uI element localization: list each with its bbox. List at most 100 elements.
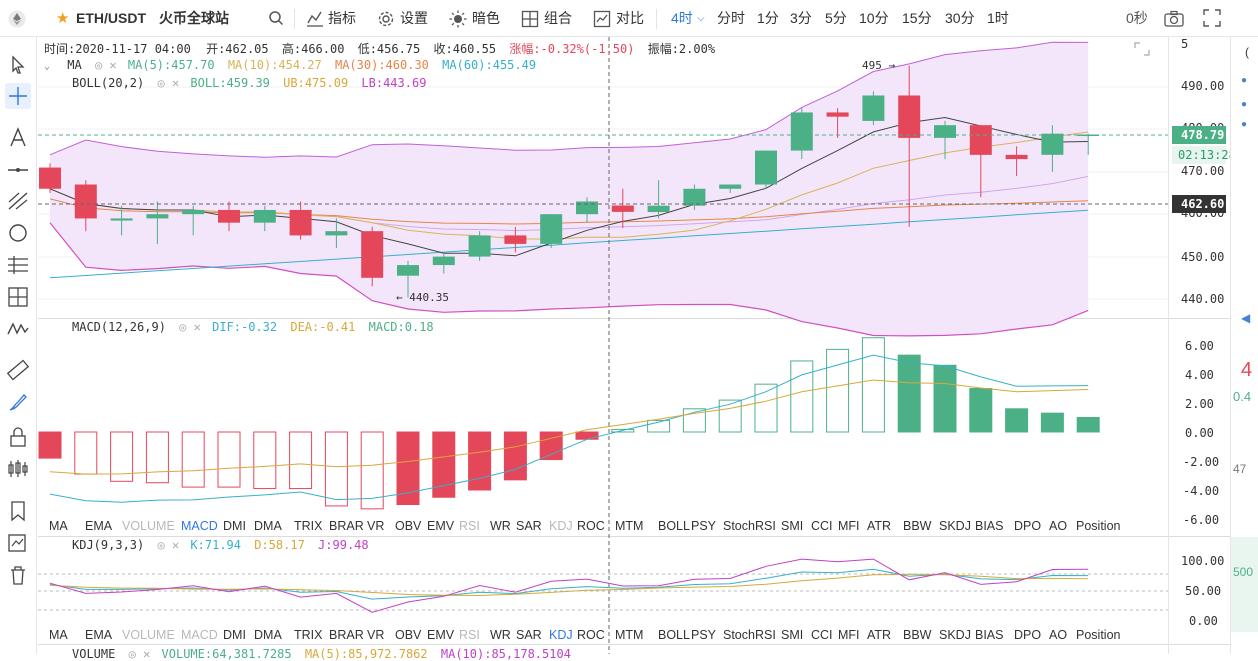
close-icon[interactable]: ✕ — [171, 76, 180, 90]
indicator-tab-boll[interactable]: BOLL — [658, 628, 690, 642]
indicator-tab-ma[interactable]: MA — [49, 628, 68, 642]
indicator-tab-vr[interactable]: VR — [367, 519, 385, 533]
interval-15m[interactable]: 15分 — [902, 10, 932, 26]
horizontal-line-icon[interactable] — [5, 157, 31, 183]
indicator-tab-wr[interactable]: WR — [490, 519, 511, 533]
bookmark-icon[interactable] — [5, 498, 31, 524]
chart-settings-icon[interactable] — [5, 530, 31, 556]
trend-line-icon[interactable] — [5, 188, 31, 214]
indicator-tab-dma[interactable]: DMA — [254, 519, 282, 533]
crosshair-icon[interactable] — [5, 83, 31, 109]
indicator-tab-smi[interactable]: SMI — [781, 628, 804, 642]
interval-timeline[interactable]: 分时 — [717, 10, 745, 26]
collapse-chevron-icon[interactable]: ⌄ — [44, 61, 51, 72]
indicator-tab-ema[interactable]: EMA — [85, 628, 113, 642]
indicator-tab-ao[interactable]: AO — [1049, 519, 1068, 533]
indicator-tab-ma[interactable]: MA — [49, 519, 68, 533]
indicator-tab-mfi[interactable]: MFI — [838, 519, 860, 533]
indicators-icon[interactable] — [306, 10, 324, 28]
symbol-name[interactable]: ETH/USDT — [76, 10, 146, 26]
interval-5m[interactable]: 5分 — [825, 10, 847, 26]
indicator-tab-mtm[interactable]: MTM — [615, 628, 644, 642]
indicators-button[interactable]: 指标 — [328, 10, 356, 26]
indicator-tab-obv[interactable]: OBV — [395, 628, 422, 642]
indicator-tab-bias[interactable]: BIAS — [975, 628, 1004, 642]
wave-pattern-icon[interactable] — [5, 316, 31, 342]
search-icon[interactable] — [268, 10, 284, 28]
fullscreen-icon[interactable] — [1203, 9, 1221, 29]
interval-active[interactable]: 4时 — [671, 10, 693, 26]
candles-toggle-icon[interactable] — [5, 456, 31, 482]
indicator-tab-position[interactable]: Position — [1076, 628, 1121, 642]
indicator-tab-mtm[interactable]: MTM — [615, 519, 644, 533]
indicator-tab-roc[interactable]: ROC — [577, 519, 605, 533]
indicator-tab-stochrsi[interactable]: StochRSI — [723, 628, 776, 642]
indicator-tab-boll[interactable]: BOLL — [658, 519, 690, 533]
brush-pen-icon[interactable] — [5, 390, 31, 416]
interval-10m[interactable]: 10分 — [859, 10, 889, 26]
indicator-tab-volume[interactable]: VOLUME — [122, 519, 175, 533]
indicator-tab-mfi[interactable]: MFI — [838, 628, 860, 642]
indicator-tab-dpo[interactable]: DPO — [1014, 519, 1042, 533]
eye-icon[interactable]: ◎ — [94, 58, 103, 72]
ruler-icon[interactable] — [5, 357, 31, 383]
indicator-tab-vr[interactable]: VR — [367, 628, 385, 642]
indicator-tab-kdj[interactable]: KDJ — [549, 628, 573, 642]
indicator-tab-dmi[interactable]: DMI — [223, 519, 246, 533]
grid-rect-icon[interactable] — [5, 284, 31, 310]
indicator-tab-volume[interactable]: VOLUME — [122, 628, 175, 642]
indicator-tab-macd[interactable]: MACD — [181, 519, 218, 533]
indicator-tab-ema[interactable]: EMA — [85, 519, 113, 533]
interval-3m[interactable]: 3分 — [790, 10, 812, 26]
close-icon[interactable]: ✕ — [143, 647, 151, 661]
interval-1m[interactable]: 1分 — [757, 10, 779, 26]
indicator-tab-cci[interactable]: CCI — [811, 519, 833, 533]
indicator-tab-position[interactable]: Position — [1076, 519, 1121, 533]
settings-button[interactable]: 设置 — [400, 10, 428, 26]
indicator-tab-brar[interactable]: BRAR — [329, 519, 364, 533]
indicator-tab-bbw[interactable]: BBW — [903, 519, 932, 533]
indicator-tab-trix[interactable]: TRIX — [294, 519, 323, 533]
indicator-tab-atr[interactable]: ATR — [867, 628, 892, 642]
settings-gear-icon[interactable] — [377, 10, 395, 28]
indicator-tab-dma[interactable]: DMA — [254, 628, 282, 642]
indicator-tab-stochrsi[interactable]: StochRSI — [723, 519, 776, 533]
indicator-tab-emv[interactable]: EMV — [427, 519, 455, 533]
chart-area[interactable]: 495 → ← 440.35 5 490.00 480.00 470.00 46… — [38, 37, 1230, 654]
indicator-tab-rsi[interactable]: RSI — [459, 519, 480, 533]
indicator-tab-psy[interactable]: PSY — [691, 519, 717, 533]
favorite-star-icon[interactable]: ★ — [56, 10, 70, 27]
interval-30m[interactable]: 30分 — [945, 10, 975, 26]
indicator-tab-smi[interactable]: SMI — [781, 519, 804, 533]
interval-1h[interactable]: 1时 — [987, 10, 1009, 26]
exchange-name[interactable]: 火币全球站 — [159, 10, 229, 26]
screenshot-camera-icon[interactable] — [1164, 10, 1184, 28]
indicator-tab-dpo[interactable]: DPO — [1014, 628, 1042, 642]
indicator-tab-sar[interactable]: SAR — [516, 628, 542, 642]
layout-button[interactable]: 组合 — [544, 10, 572, 26]
parallel-lines-icon[interactable] — [5, 252, 31, 278]
indicator-tab-psy[interactable]: PSY — [691, 628, 717, 642]
indicator-tab-trix[interactable]: TRIX — [294, 628, 323, 642]
text-tool-icon[interactable] — [5, 125, 31, 151]
close-icon[interactable]: ✕ — [193, 320, 201, 334]
theme-sun-icon[interactable] — [449, 10, 467, 28]
trash-delete-icon[interactable] — [5, 562, 31, 588]
indicator-tab-skdj[interactable]: SKDJ — [939, 628, 971, 642]
layout-grid-icon[interactable] — [521, 10, 539, 28]
indicator-tab-bbw[interactable]: BBW — [903, 628, 932, 642]
close-icon[interactable]: ✕ — [171, 538, 180, 552]
compare-button[interactable]: 对比 — [616, 10, 644, 26]
indicator-tab-dmi[interactable]: DMI — [223, 628, 246, 642]
indicator-tab-roc[interactable]: ROC — [577, 628, 605, 642]
indicator-tab-wr[interactable]: WR — [490, 628, 511, 642]
indicator-tab-obv[interactable]: OBV — [395, 519, 422, 533]
indicator-tab-sar[interactable]: SAR — [516, 519, 542, 533]
indicator-tab-kdj[interactable]: KDJ — [549, 519, 573, 533]
close-icon[interactable]: ✕ — [109, 58, 117, 72]
eye-icon[interactable]: ◎ — [157, 538, 165, 552]
eye-icon[interactable]: ◎ — [179, 320, 187, 334]
compare-icon[interactable] — [593, 10, 611, 28]
lock-icon[interactable] — [5, 424, 31, 450]
indicator-tab-emv[interactable]: EMV — [427, 628, 455, 642]
